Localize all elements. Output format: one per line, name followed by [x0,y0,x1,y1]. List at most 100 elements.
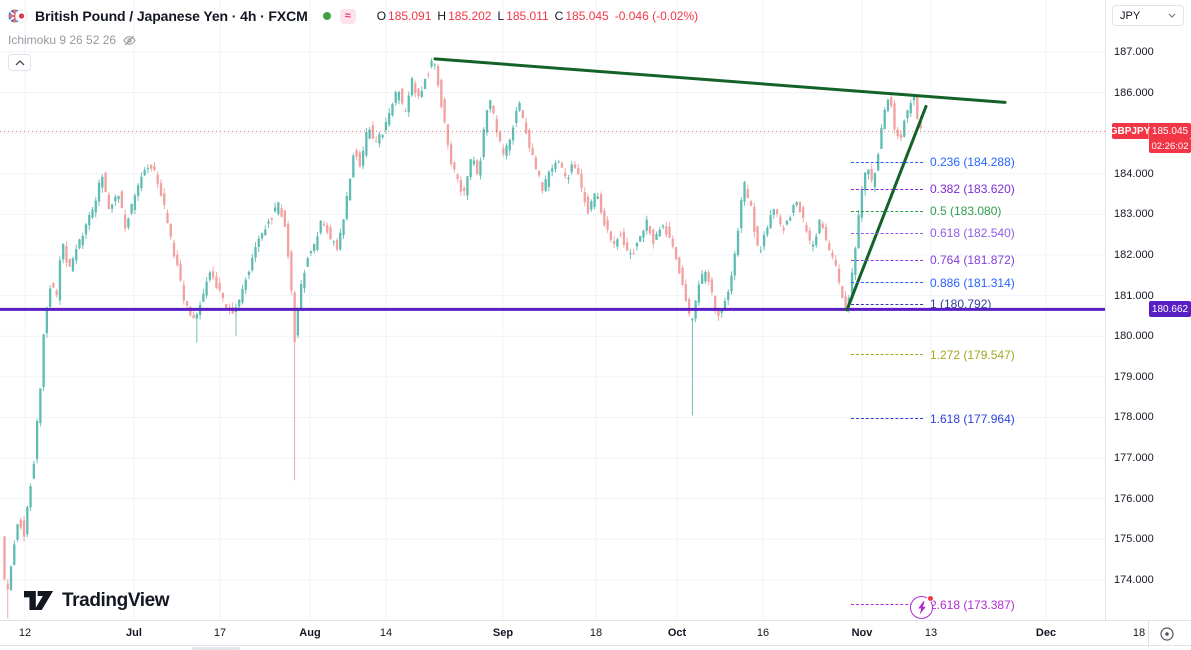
fib-level-label: 2.618 (173.387) [930,597,1015,612]
candle-body [639,236,642,242]
candle-body [120,191,124,209]
collapse-legend-button[interactable] [8,54,31,71]
ascending-support-trendline[interactable] [845,104,928,312]
candle-body [172,242,176,257]
candle-body [3,536,6,579]
candle-body [397,91,401,101]
close-label: C [554,9,564,23]
candle-body [485,110,489,133]
candle-body [91,209,94,218]
candle-body [476,160,479,175]
bar-countdown-badge: 02:26:02 [1149,139,1191,154]
candle-body [218,282,221,291]
target-icon [1160,627,1174,641]
fib-level-label: 1 (180.792) [930,297,992,312]
candle-body [850,272,854,300]
candle-body [365,132,368,156]
candle-body [352,155,355,178]
candle-body [345,196,348,219]
scrollbar-fragment[interactable] [192,647,240,650]
chart-pane[interactable] [0,0,1105,620]
candle-body [68,258,71,267]
candle-body [339,232,342,250]
candle-body [749,201,753,206]
candle-body [277,202,280,215]
candle-body [743,182,746,202]
candle-body [753,206,756,233]
candle-body [502,148,505,155]
candle-body [557,161,560,163]
candle-body [238,299,241,307]
candle-body [394,92,397,104]
time-tick-label: 17 [213,627,227,639]
candle-body [185,301,189,306]
fib-level-0.236[interactable]: 0.236 (184.288) [851,154,1015,170]
chevron-up-icon [15,59,24,65]
price-tick-label: 186.000 [1114,86,1154,99]
candle-body [280,208,283,217]
candle-body [290,251,293,291]
fib-level-1.272[interactable]: 1.272 (179.547) [851,347,1015,363]
candle-body [841,285,844,298]
candle-body [518,102,521,111]
candle-body [772,209,776,215]
candle-body [62,243,65,260]
fib-level-0.886[interactable]: 0.886 (181.314) [851,275,1015,291]
fib-level-0.764[interactable]: 0.764 (181.872) [851,252,1015,268]
candle-body [727,291,730,300]
candle-body [335,240,339,250]
candle-body [22,520,26,537]
symbol-title-row[interactable]: British Pound / Japanese Yen · 4h · FXCM… [8,6,698,26]
fib-level-0.382[interactable]: 0.382 (183.620) [851,181,1015,197]
price-tick-label: 174.000 [1114,573,1154,586]
candle-body [65,245,68,263]
candle-body [130,203,133,214]
candle-body [433,64,436,66]
candle-body [824,226,828,240]
horizontal-line-price-badge: 180.662 [1149,301,1191,318]
candle-body [169,224,172,237]
descending-resistance-trendline[interactable] [433,57,1007,104]
candle-body [150,165,153,169]
time-axis[interactable]: 12 Jul 17 Aug 14 Sep 18 Oct 16 Nov 13 Dec 18 [0,620,1191,647]
eye-off-icon[interactable] [122,33,137,48]
indicator-row[interactable]: Ichimoku 9 26 52 26 [8,32,698,48]
candle-body [241,288,244,303]
candle-body [378,134,381,144]
candle-body [446,124,450,145]
fib-dash-line [851,604,923,606]
candle-body [903,120,906,137]
delayed-data-icon[interactable]: ≈ [339,8,356,24]
candle-body [133,195,137,210]
candle-body [534,157,538,170]
candle-body [283,210,287,227]
candle-body [609,231,613,240]
candle-body [916,95,919,119]
fib-dash-line [851,232,923,234]
tradingview-logo[interactable]: TradingView [24,589,170,612]
candle-body [401,88,404,104]
candle-body [221,292,225,299]
candle-body [648,226,652,234]
candle-body [472,160,476,165]
fib-level-1[interactable]: 1 (180.792) [851,296,991,312]
time-tick-label: Jul [126,627,142,639]
candle-body [309,251,313,253]
candle-body [544,179,547,191]
low-value: 185.011 [506,9,549,23]
fib-level-0.5[interactable]: 0.5 (183.080) [851,203,1001,219]
candle-body [391,104,394,116]
candle-body [16,524,19,540]
candle-body [88,215,91,226]
chart-legend: British Pound / Japanese Yen · 4h · FXCM… [8,6,698,71]
alert-lightning-icon[interactable] [910,595,934,619]
currency-selector[interactable]: JPY [1112,5,1184,26]
symbol-title[interactable]: British Pound / Japanese Yen · 4h · FXCM [35,8,308,24]
price-axis[interactable]: JPY 187.000186.000185.000184.000183.0001… [1105,0,1191,620]
fib-level-1.618[interactable]: 1.618 (177.964) [851,411,1015,427]
candle-body [661,225,665,228]
fib-level-0.618[interactable]: 0.618 (182.540) [851,225,1015,241]
candle-body [537,170,541,176]
fib-level-2.618[interactable]: 2.618 (173.387) [851,597,1015,613]
go-to-realtime-button[interactable] [1158,625,1176,643]
